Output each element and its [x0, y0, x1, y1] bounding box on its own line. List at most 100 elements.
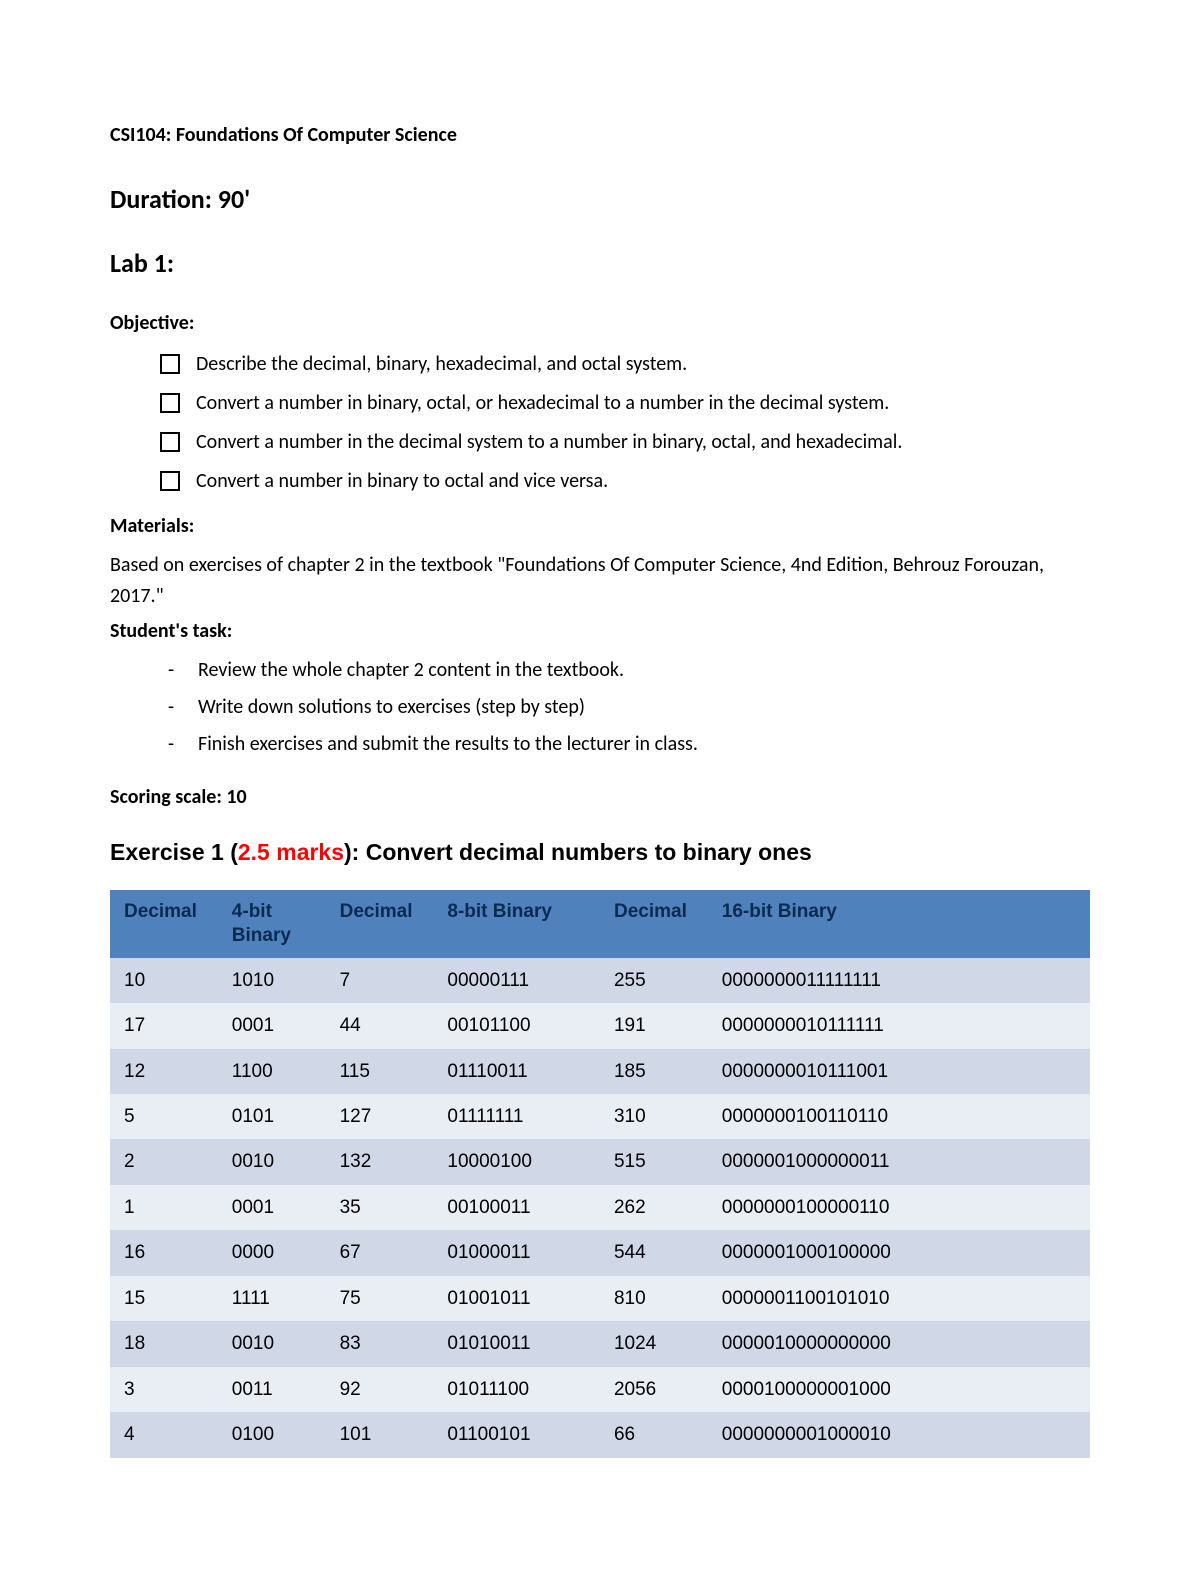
table-row: 50101127011111113100000000100110110 — [110, 1094, 1090, 1139]
table-cell: 67 — [326, 1230, 434, 1275]
duration-heading: Duration: 90' — [110, 179, 1090, 219]
table-cell: 262 — [600, 1185, 708, 1230]
table-cell: 544 — [600, 1230, 708, 1275]
table-cell: 66 — [600, 1412, 708, 1457]
table-cell: 5 — [110, 1094, 218, 1139]
table-header-cell: 8-bit Binary — [433, 890, 600, 958]
table-cell: 01011100 — [433, 1367, 600, 1412]
table-cell: 0101 — [218, 1094, 326, 1139]
table-cell: 01001011 — [433, 1276, 600, 1321]
table-cell: 3 — [110, 1367, 218, 1412]
table-cell: 18 — [110, 1321, 218, 1366]
table-cell: 44 — [326, 1003, 434, 1048]
table-cell: 01110011 — [433, 1049, 600, 1094]
table-cell: 0100 — [218, 1412, 326, 1457]
table-cell: 17 — [110, 1003, 218, 1048]
table-cell: 191 — [600, 1003, 708, 1048]
table-header-cell: 4-bit Binary — [218, 890, 326, 958]
table-row: 1010107000001112550000000011111111 — [110, 958, 1090, 1003]
table-cell: 01000011 — [433, 1230, 600, 1275]
table-row: 30011920101110020560000100000001000 — [110, 1367, 1090, 1412]
table-header-cell: Decimal — [600, 890, 708, 958]
table-header-row: Decimal 4-bit Binary Decimal 8-bit Binar… — [110, 890, 1090, 958]
table-header-cell: 16-bit Binary — [708, 890, 1090, 958]
table-row: 121100115011100111850000000010111001 — [110, 1049, 1090, 1094]
table-cell: 16 — [110, 1230, 218, 1275]
table-cell: 4 — [110, 1412, 218, 1457]
table-row: 16000067010000115440000001000100000 — [110, 1230, 1090, 1275]
table-row: 4010010101100101660000000001000010 — [110, 1412, 1090, 1457]
table-cell: 15 — [110, 1276, 218, 1321]
table-cell: 101 — [326, 1412, 434, 1457]
exercise-heading: Exercise 1 (2.5 marks): Convert decimal … — [110, 835, 1090, 871]
objective-item: Convert a number in the decimal system t… — [160, 427, 1090, 458]
table-cell: 0000000010111111 — [708, 1003, 1090, 1048]
table-cell: 10 — [110, 958, 218, 1003]
table-cell: 2 — [110, 1139, 218, 1184]
table-cell: 185 — [600, 1049, 708, 1094]
table-cell: 255 — [600, 958, 708, 1003]
table-cell: 0001 — [218, 1003, 326, 1048]
table-row: 15111175010010118100000001100101010 — [110, 1276, 1090, 1321]
table-cell: 115 — [326, 1049, 434, 1094]
conversion-table: Decimal 4-bit Binary Decimal 8-bit Binar… — [110, 890, 1090, 1457]
table-cell: 75 — [326, 1276, 434, 1321]
objective-item: Describe the decimal, binary, hexadecima… — [160, 349, 1090, 380]
table-cell: 1 — [110, 1185, 218, 1230]
table-cell: 515 — [600, 1139, 708, 1184]
exercise-marks: 2.5 marks — [238, 839, 344, 865]
table-cell: 1024 — [600, 1321, 708, 1366]
table-cell: 1010 — [218, 958, 326, 1003]
table-cell: 0000000011111111 — [708, 958, 1090, 1003]
table-cell: 2056 — [600, 1367, 708, 1412]
table-row: 1000135001000112620000000100000110 — [110, 1185, 1090, 1230]
task-item: Review the whole chapter 2 content in th… — [168, 655, 1090, 686]
table-cell: 00000111 — [433, 958, 600, 1003]
table-cell: 310 — [600, 1094, 708, 1139]
table-row: 180010830101001110240000010000000000 — [110, 1321, 1090, 1366]
table-cell: 35 — [326, 1185, 434, 1230]
scoring-scale: Scoring scale: 10 — [110, 782, 1090, 813]
objective-list: Describe the decimal, binary, hexadecima… — [110, 349, 1090, 497]
table-header-cell: Decimal — [110, 890, 218, 958]
table-row: 17000144001011001910000000010111111 — [110, 1003, 1090, 1048]
table-cell: 00100011 — [433, 1185, 600, 1230]
table-cell: 0000000001000010 — [708, 1412, 1090, 1457]
table-cell: 0000100000001000 — [708, 1367, 1090, 1412]
table-cell: 0000000100110110 — [708, 1094, 1090, 1139]
exercise-suffix: ): Convert decimal numbers to binary one… — [344, 839, 812, 865]
table-cell: 0010 — [218, 1321, 326, 1366]
table-cell: 10000100 — [433, 1139, 600, 1184]
table-cell: 0000001100101010 — [708, 1276, 1090, 1321]
table-cell: 0000 — [218, 1230, 326, 1275]
exercise-prefix: Exercise 1 ( — [110, 839, 238, 865]
materials-label: Materials: — [110, 511, 1090, 542]
table-cell: 0010 — [218, 1139, 326, 1184]
table-cell: 0000001000100000 — [708, 1230, 1090, 1275]
table-cell: 12 — [110, 1049, 218, 1094]
table-cell: 0000001000000011 — [708, 1139, 1090, 1184]
table-cell: 127 — [326, 1094, 434, 1139]
table-cell: 7 — [326, 958, 434, 1003]
table-cell: 810 — [600, 1276, 708, 1321]
task-item: Write down solutions to exercises (step … — [168, 692, 1090, 723]
table-cell: 01010011 — [433, 1321, 600, 1366]
table-cell: 0000000010111001 — [708, 1049, 1090, 1094]
objective-label: Objective: — [110, 308, 1090, 339]
task-list: Review the whole chapter 2 content in th… — [110, 655, 1090, 760]
table-cell: 0000010000000000 — [708, 1321, 1090, 1366]
objective-item: Convert a number in binary, octal, or he… — [160, 388, 1090, 419]
table-header-cell: Decimal — [326, 890, 434, 958]
materials-text: Based on exercises of chapter 2 in the t… — [110, 550, 1090, 612]
task-item: Finish exercises and submit the results … — [168, 729, 1090, 760]
table-cell: 00101100 — [433, 1003, 600, 1048]
table-cell: 1100 — [218, 1049, 326, 1094]
table-cell: 1111 — [218, 1276, 326, 1321]
table-cell: 132 — [326, 1139, 434, 1184]
task-label: Student's task: — [110, 616, 1090, 647]
table-body: 1010107000001112550000000011111111170001… — [110, 958, 1090, 1458]
table-cell: 0001 — [218, 1185, 326, 1230]
table-cell: 01111111 — [433, 1094, 600, 1139]
lab-heading: Lab 1: — [110, 243, 1090, 283]
page-root: CSI104: Foundations Of Computer Science … — [0, 0, 1200, 1578]
